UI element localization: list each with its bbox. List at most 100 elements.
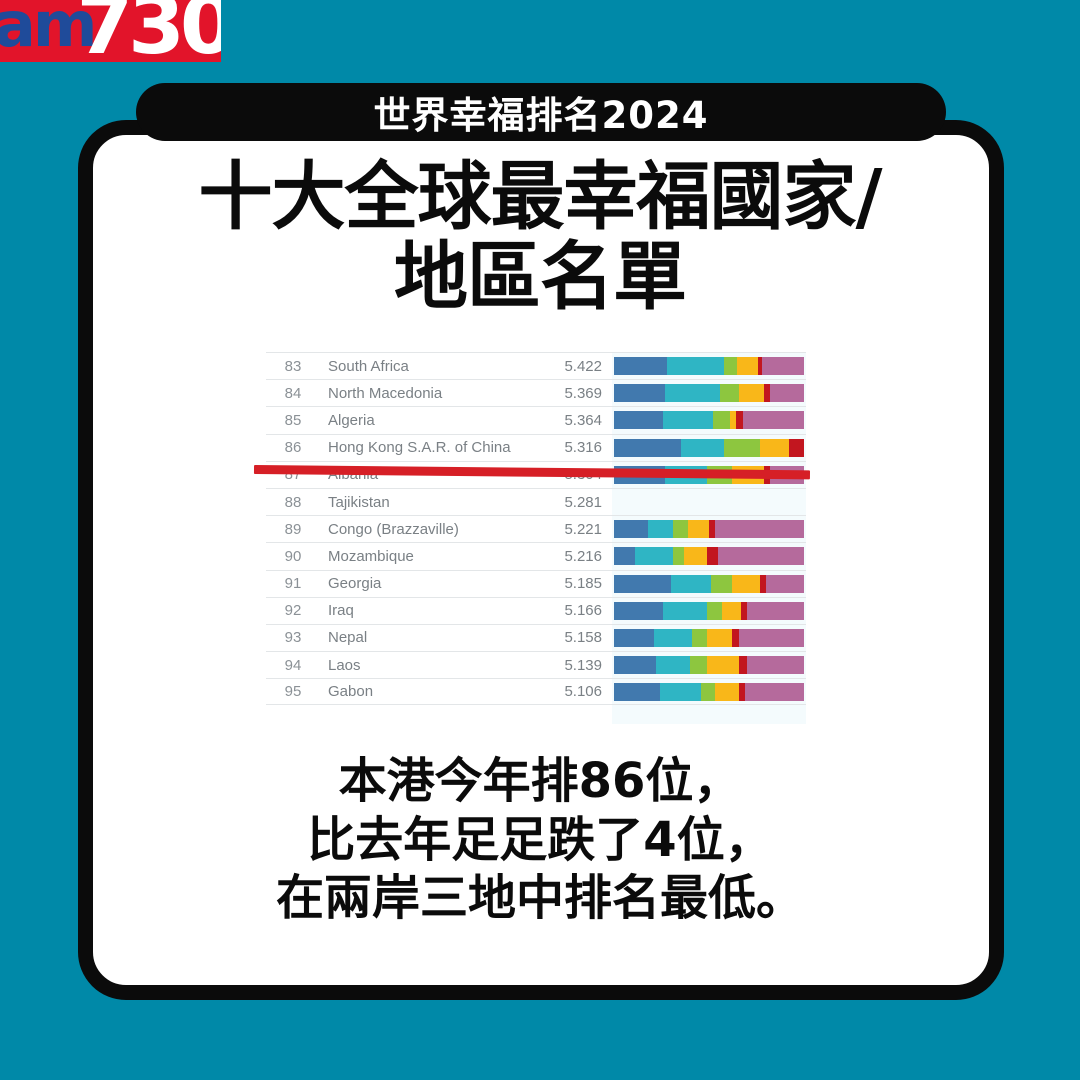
row-bar-cell	[612, 516, 806, 542]
row-rank: 83	[284, 357, 302, 375]
stacked-bar	[614, 411, 804, 430]
bar-segment	[720, 384, 740, 403]
bar-segment	[614, 601, 664, 620]
table-row: 91 Georgia 5.185	[266, 569, 806, 597]
stacked-bar	[614, 520, 804, 539]
bar-segment	[672, 547, 685, 566]
bar-segment	[707, 656, 740, 675]
table-row: 92 Iraq 5.166	[266, 596, 806, 624]
stacked-bar	[614, 628, 804, 647]
bar-segment	[691, 628, 708, 647]
table-row: 94 Laos 5.139	[266, 651, 806, 678]
row-country: Tajikistan	[328, 493, 390, 511]
bar-segment	[614, 628, 654, 647]
row-score: 5.369	[564, 384, 602, 402]
table-row: 88 Tajikistan 5.281	[266, 487, 806, 515]
table-row: 84 North Macedonia 5.369	[266, 379, 806, 406]
header-banner: 世界幸福排名2024	[136, 83, 946, 141]
row-score: 5.158	[564, 629, 602, 647]
bar-segment	[735, 411, 744, 430]
bar-segment	[758, 357, 763, 376]
row-score: 5.221	[564, 520, 602, 538]
page-title-line-2: 地區名單	[394, 233, 687, 320]
bar-segment	[765, 574, 804, 593]
table-row: 90 Mozambique 5.216	[266, 542, 806, 569]
bar-segment	[739, 656, 747, 675]
row-bar-cell	[612, 571, 806, 597]
bar-segment	[714, 682, 740, 701]
bar-segment	[743, 411, 804, 430]
table-row: 83 South Africa 5.422	[266, 352, 806, 379]
row-score: 5.185	[564, 575, 602, 593]
bar-segment	[707, 547, 719, 566]
row-country: Mozambique	[328, 547, 414, 565]
row-bar-cell	[612, 598, 806, 624]
row-score: 5.139	[564, 656, 602, 674]
bar-segment	[746, 656, 804, 675]
bar-segment	[655, 656, 690, 675]
row-rank: 94	[284, 656, 302, 674]
row-score: 5.316	[564, 439, 602, 457]
bar-segment	[731, 574, 761, 593]
bar-segment	[701, 682, 715, 701]
bar-segment	[764, 384, 770, 403]
row-rank: 90	[284, 547, 302, 565]
header-banner-label: 世界幸福排名2024	[373, 94, 709, 137]
bar-segment	[634, 547, 673, 566]
bar-segment	[739, 682, 746, 701]
row-bar-cell	[612, 435, 806, 461]
bar-segment	[745, 682, 804, 701]
row-score: 5.281	[564, 493, 602, 511]
row-rank: 88	[284, 493, 302, 511]
logo-am-text: am	[0, 0, 97, 61]
table-row: 86 Hong Kong S.A.R. of China 5.316	[266, 433, 806, 461]
caption-line-3: 在兩岸三地中排名最低。	[275, 870, 804, 927]
bar-segment	[712, 411, 730, 430]
row-rank: 93	[284, 629, 302, 647]
ranking-table: 83 South Africa 5.422 84 North Macedonia 5.36…	[266, 352, 806, 706]
row-bar-cell	[612, 489, 806, 515]
row-rank: 86	[284, 439, 302, 457]
row-score: 5.216	[564, 547, 602, 565]
bar-segment	[684, 547, 708, 566]
row-bar-cell	[612, 407, 806, 433]
bar-segment	[739, 384, 765, 403]
bar-segment	[614, 682, 660, 701]
table-row: 95 Gabon 5.106	[266, 678, 806, 706]
bar-segment	[680, 438, 725, 457]
stacked-bar	[614, 656, 804, 675]
stacked-bar	[614, 682, 804, 701]
row-rank: 95	[284, 683, 302, 701]
row-rank: 85	[284, 411, 302, 429]
row-bar-cell	[612, 543, 806, 569]
bar-segment	[760, 438, 789, 457]
bar-segment	[614, 357, 668, 376]
row-country: South Africa	[328, 357, 409, 375]
bar-segment	[788, 438, 804, 457]
row-country: Algeria	[328, 411, 375, 429]
bar-segment	[746, 601, 804, 620]
row-country: Hong Kong S.A.R. of China	[328, 439, 511, 457]
row-country: Laos	[328, 656, 361, 674]
row-rank: 92	[284, 602, 302, 620]
caption-block: 本港今年排86位， 比去年足足跌了4位， 在兩岸三地中排名最低。	[110, 752, 970, 928]
bar-segment	[714, 520, 804, 539]
bar-segment	[688, 520, 709, 539]
bar-segment	[659, 682, 702, 701]
bar-segment	[707, 601, 723, 620]
bar-segment	[710, 574, 732, 593]
stacked-bar	[614, 574, 804, 593]
bar-segment	[769, 384, 804, 403]
row-rank: 91	[284, 575, 302, 593]
row-country: Gabon	[328, 683, 374, 701]
table-row: 85 Algeria 5.364	[266, 406, 806, 433]
row-country: North Macedonia	[328, 384, 443, 402]
stacked-bar	[614, 438, 804, 457]
bar-segment	[667, 357, 725, 376]
stacked-bar	[614, 601, 804, 620]
bar-segment	[718, 547, 804, 566]
bar-segment	[707, 628, 732, 647]
bar-segment	[653, 628, 692, 647]
bar-segment	[739, 628, 804, 647]
table-row: 89 Congo (Brazzaville) 5.221	[266, 515, 806, 542]
